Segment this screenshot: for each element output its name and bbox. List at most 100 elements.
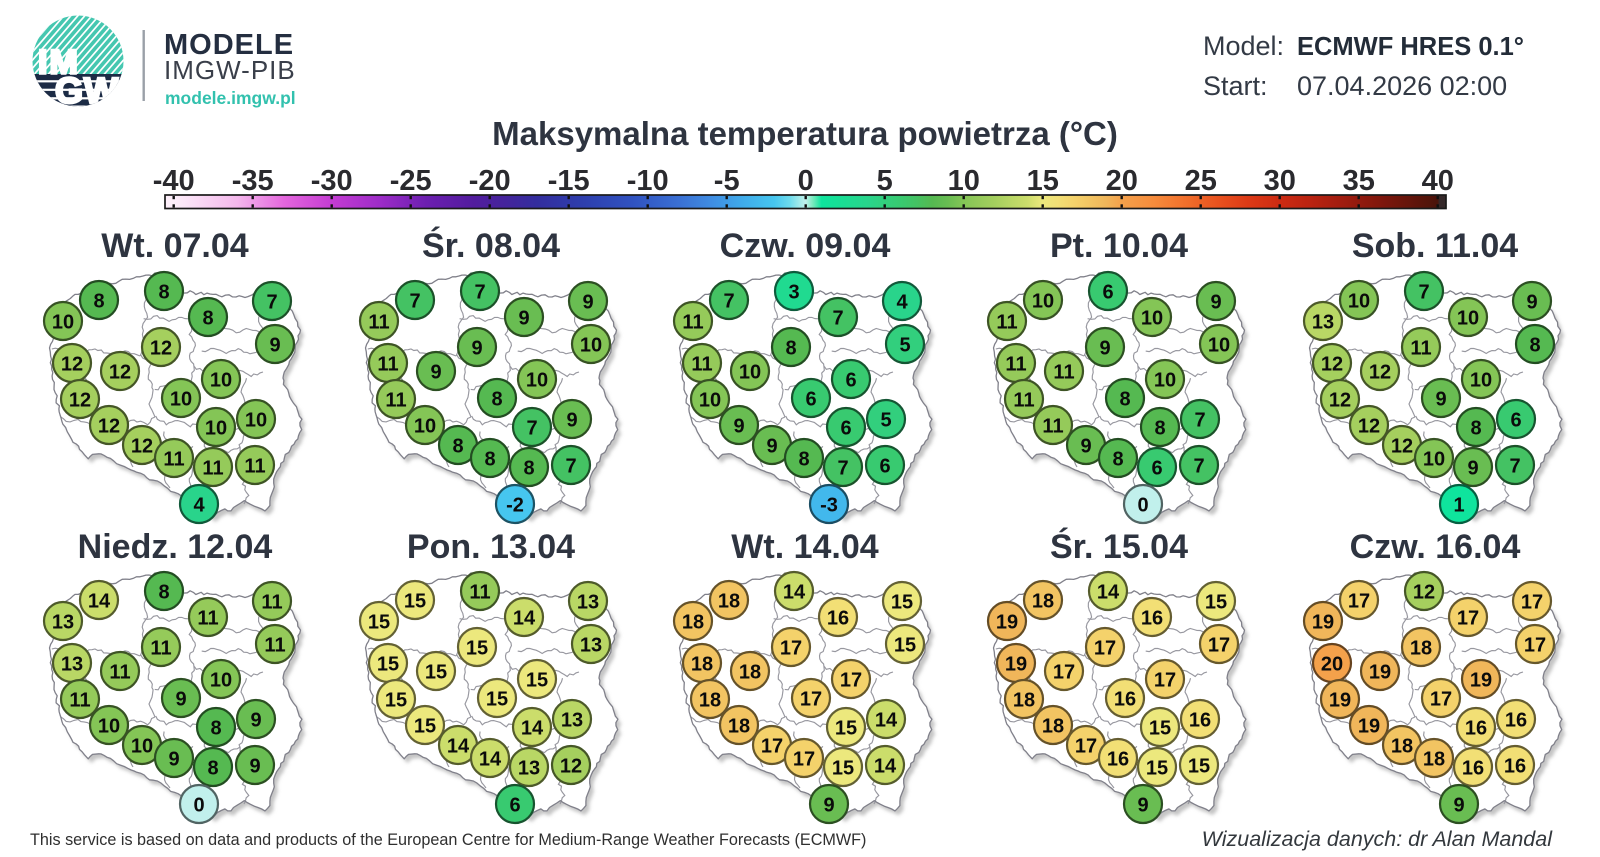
svg-text:7: 7 bbox=[565, 456, 576, 478]
svg-text:14: 14 bbox=[874, 756, 897, 778]
svg-text:18: 18 bbox=[718, 591, 740, 613]
svg-text:19: 19 bbox=[1005, 654, 1027, 676]
svg-text:10: 10 bbox=[1457, 308, 1479, 330]
svg-text:8: 8 bbox=[158, 282, 169, 304]
svg-text:19: 19 bbox=[996, 612, 1018, 634]
svg-text:10: 10 bbox=[210, 670, 232, 692]
svg-text:-25: -25 bbox=[390, 165, 432, 197]
svg-text:17: 17 bbox=[1524, 635, 1546, 657]
svg-text:15: 15 bbox=[1146, 758, 1168, 780]
svg-text:6: 6 bbox=[1151, 458, 1162, 480]
svg-text:9: 9 bbox=[1099, 338, 1110, 360]
svg-text:Śr. 15.04: Śr. 15.04 bbox=[1050, 528, 1188, 566]
svg-text:IM: IM bbox=[38, 44, 80, 82]
svg-text:9: 9 bbox=[518, 308, 529, 330]
svg-text:7: 7 bbox=[1193, 456, 1204, 478]
svg-text:15: 15 bbox=[835, 718, 857, 740]
svg-text:11: 11 bbox=[682, 312, 703, 334]
svg-text:7: 7 bbox=[526, 418, 537, 440]
svg-text:modele.imgw.pl: modele.imgw.pl bbox=[165, 88, 296, 108]
svg-text:17: 17 bbox=[1521, 592, 1543, 614]
svg-text:3: 3 bbox=[788, 282, 799, 304]
svg-text:11: 11 bbox=[264, 635, 285, 657]
svg-text:35: 35 bbox=[1343, 165, 1375, 197]
svg-text:11: 11 bbox=[1013, 390, 1034, 412]
svg-text:8: 8 bbox=[1119, 389, 1130, 411]
svg-text:12: 12 bbox=[1321, 354, 1343, 376]
svg-text:15: 15 bbox=[1205, 592, 1227, 614]
svg-text:16: 16 bbox=[1107, 749, 1129, 771]
svg-text:8: 8 bbox=[798, 449, 809, 471]
svg-text:7: 7 bbox=[1509, 456, 1520, 478]
svg-text:17: 17 bbox=[1154, 670, 1176, 692]
svg-text:30: 30 bbox=[1264, 165, 1296, 197]
svg-text:15: 15 bbox=[368, 612, 390, 634]
svg-text:10: 10 bbox=[245, 410, 267, 432]
svg-text:-40: -40 bbox=[153, 165, 195, 197]
svg-text:14: 14 bbox=[513, 608, 536, 630]
svg-text:12: 12 bbox=[1369, 362, 1391, 384]
svg-text:11: 11 bbox=[202, 458, 223, 480]
svg-text:11: 11 bbox=[691, 354, 712, 376]
svg-text:10: 10 bbox=[52, 312, 74, 334]
svg-text:10: 10 bbox=[1032, 291, 1054, 313]
svg-text:9: 9 bbox=[1435, 389, 1446, 411]
svg-text:Pon. 13.04: Pon. 13.04 bbox=[407, 528, 575, 566]
svg-text:7: 7 bbox=[474, 282, 485, 304]
svg-text:13: 13 bbox=[52, 612, 74, 634]
svg-text:17: 17 bbox=[1053, 662, 1075, 684]
svg-text:11: 11 bbox=[377, 354, 398, 376]
svg-text:7: 7 bbox=[832, 308, 843, 330]
svg-text:8: 8 bbox=[1112, 449, 1123, 471]
svg-text:15: 15 bbox=[486, 689, 508, 711]
svg-text:11: 11 bbox=[244, 456, 265, 478]
svg-text:15: 15 bbox=[1149, 718, 1171, 740]
svg-text:-15: -15 bbox=[548, 165, 590, 197]
svg-text:9: 9 bbox=[1137, 795, 1148, 817]
svg-text:9: 9 bbox=[1080, 436, 1091, 458]
svg-text:10: 10 bbox=[98, 716, 120, 738]
svg-text:11: 11 bbox=[1053, 362, 1074, 384]
svg-text:10: 10 bbox=[131, 736, 153, 758]
svg-text:11: 11 bbox=[469, 582, 490, 604]
svg-text:9: 9 bbox=[1453, 795, 1464, 817]
svg-text:15: 15 bbox=[832, 758, 854, 780]
svg-text:8: 8 bbox=[202, 308, 213, 330]
svg-text:15: 15 bbox=[1027, 165, 1059, 197]
svg-text:10: 10 bbox=[1348, 291, 1370, 313]
svg-text:10: 10 bbox=[739, 362, 761, 384]
svg-text:8: 8 bbox=[207, 758, 218, 780]
svg-text:9: 9 bbox=[566, 410, 577, 432]
svg-text:12: 12 bbox=[1358, 416, 1380, 438]
svg-text:12: 12 bbox=[131, 436, 153, 458]
svg-text:11: 11 bbox=[197, 608, 218, 630]
svg-text:Czw. 09.04: Czw. 09.04 bbox=[720, 227, 891, 265]
svg-text:16: 16 bbox=[1189, 710, 1211, 732]
svg-text:17: 17 bbox=[1075, 736, 1097, 758]
svg-text:12: 12 bbox=[61, 354, 83, 376]
svg-text:Wt. 14.04: Wt. 14.04 bbox=[731, 528, 878, 566]
svg-text:14: 14 bbox=[521, 718, 544, 740]
svg-text:7: 7 bbox=[723, 291, 734, 313]
svg-text:15: 15 bbox=[385, 690, 407, 712]
svg-text:10: 10 bbox=[205, 418, 227, 440]
svg-text:10: 10 bbox=[1423, 449, 1445, 471]
svg-text:17: 17 bbox=[793, 749, 815, 771]
svg-text:13: 13 bbox=[561, 710, 583, 732]
svg-text:19: 19 bbox=[1470, 670, 1492, 692]
svg-text:8: 8 bbox=[1154, 418, 1165, 440]
svg-text:11: 11 bbox=[1005, 354, 1026, 376]
svg-text:15: 15 bbox=[466, 638, 488, 660]
svg-text:15: 15 bbox=[404, 591, 426, 613]
svg-text:8: 8 bbox=[1470, 418, 1481, 440]
svg-text:13: 13 bbox=[577, 592, 599, 614]
svg-text:15: 15 bbox=[526, 670, 548, 692]
svg-text:8: 8 bbox=[785, 338, 796, 360]
svg-text:17: 17 bbox=[1208, 635, 1230, 657]
svg-text:14: 14 bbox=[1097, 582, 1120, 604]
svg-text:9: 9 bbox=[1467, 458, 1478, 480]
svg-text:6: 6 bbox=[840, 418, 851, 440]
svg-text:11: 11 bbox=[1410, 338, 1431, 360]
svg-text:17: 17 bbox=[1430, 689, 1452, 711]
svg-text:0: 0 bbox=[798, 165, 814, 197]
